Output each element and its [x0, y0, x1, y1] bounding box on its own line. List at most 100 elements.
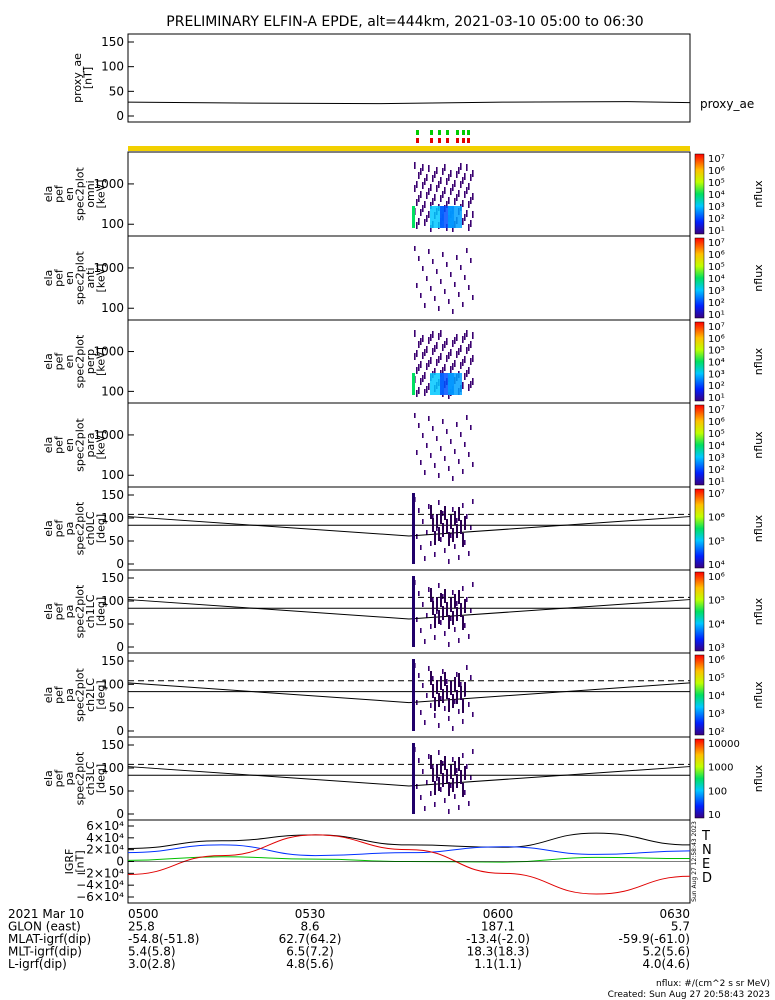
y-tick-label: 1000 [93, 345, 124, 359]
panel-ylabel-line: IGRF [63, 849, 76, 875]
pitch-cell [454, 677, 456, 691]
spectrogram-cell [456, 422, 458, 427]
y-tick-label: 100 [101, 301, 124, 315]
panel-ylabel-line: pa [63, 772, 76, 786]
colorbar-label: nflux [752, 264, 765, 292]
loss-cone-line [127, 766, 691, 787]
spectrogram-cell [418, 364, 420, 371]
spectrogram-cell [438, 473, 440, 478]
panel-ylabel-line: spec2plot [73, 334, 86, 388]
spectrogram-cell [450, 533, 452, 538]
spectrogram-cell [434, 802, 436, 807]
y-tick-label: 0 [116, 109, 124, 123]
spectrogram-cell [466, 187, 468, 194]
pitch-cell [456, 524, 458, 538]
panel-ylabel-line: spec2plot [73, 167, 86, 221]
pitch-cell [442, 606, 444, 620]
panel-ylabel-line: ela [42, 603, 55, 620]
spectrogram-cell [426, 693, 428, 698]
spectrogram-cell [434, 194, 436, 201]
spectrogram-cell [452, 309, 454, 314]
spectrogram-cell [472, 749, 474, 754]
footer-value: 0500 [128, 907, 159, 921]
spectrogram-cell [444, 631, 446, 636]
spectrogram-cell [422, 375, 424, 382]
panel-frame [127, 736, 691, 821]
pitch-cell [452, 611, 454, 625]
spectrogram-cell [454, 699, 456, 704]
panel-frame [127, 569, 691, 654]
pitch-cell [436, 680, 438, 694]
colorbar [694, 738, 705, 819]
igrf-series-T [127, 832, 691, 849]
spectrogram-cell [416, 784, 418, 789]
panel-ylabel-line: proxy_ae [71, 53, 84, 103]
spectrogram-cell [438, 333, 440, 340]
spectrogram-cell [450, 616, 452, 621]
spectrogram-cell [444, 548, 446, 553]
spectrogram-cell [422, 352, 424, 359]
spectrogram-cell [442, 344, 444, 351]
spectrogram-cell [464, 333, 466, 340]
pitch-cell [448, 615, 450, 629]
panel-9: IGRF[nT] 6×10⁴4×10⁴2×10⁴0−2×10⁴−4×10⁴−6×1… [63, 819, 712, 904]
spectrogram-cell [426, 386, 428, 393]
spectrogram-cell [442, 419, 444, 424]
pitch-cell [444, 589, 446, 603]
spectrogram-cell [470, 174, 472, 181]
pitch-cell [452, 778, 454, 792]
colorbar-tick-label: 10² [708, 727, 725, 738]
pitch-cell [432, 518, 434, 532]
spectrogram-cell [424, 556, 426, 561]
y-tick-label: 0 [116, 855, 124, 869]
spectrogram-cell [448, 197, 450, 204]
spectrogram-cell [460, 362, 462, 369]
colorbar-label: nflux [752, 180, 765, 208]
colorbar-tick-label: 10² [708, 214, 725, 225]
footer-value: 1.1(1.1) [474, 957, 522, 971]
spectrogram-cell [426, 174, 428, 181]
loss-cone-line [127, 599, 691, 620]
colorbar [694, 654, 705, 736]
spectrogram-cell [466, 210, 468, 217]
spectrogram-cell [446, 429, 448, 434]
panel-ylabel-line: spec2plot [73, 751, 86, 805]
colorbar-tick-label: 10⁵ [708, 346, 725, 357]
spectrogram-cell [424, 349, 426, 356]
pitch-cell [444, 506, 446, 520]
pitch-cell [460, 770, 462, 784]
spectrogram-cell [468, 344, 470, 351]
footer-value: 18.3(18.3) [467, 945, 530, 959]
spectrogram-cell [454, 449, 456, 454]
y-tick-label: 0 [116, 557, 124, 571]
panel-ylabel-line: [deg] [94, 597, 107, 626]
panel-ylabel-line: en [63, 438, 76, 452]
spectrogram-cell [428, 587, 430, 592]
spectrogram-cell [454, 282, 456, 287]
spectrogram-cell [464, 442, 466, 447]
spectrogram-cell [450, 349, 452, 356]
igrf-legend-D: D [702, 871, 712, 886]
pitch-cell [458, 507, 460, 521]
spectrogram-cell [432, 515, 434, 520]
pitch-cell [436, 514, 438, 528]
y-tick-label: 50 [109, 84, 124, 98]
spectrogram-cell [470, 220, 472, 227]
pitch-cell [456, 690, 458, 704]
spectrogram-cell [452, 363, 454, 370]
spectrogram-cell [424, 303, 426, 308]
panel-ylabel-line: spec2plot [73, 584, 86, 638]
spectrogram-cell [456, 672, 458, 677]
spectrogram-cell [432, 765, 434, 770]
orbit-marker-green [430, 130, 433, 135]
colorbar-tick-label: 10¹ [708, 477, 725, 488]
spectrogram-cell [442, 191, 444, 198]
spectrogram-cell [418, 195, 420, 202]
spectrogram-cell [436, 436, 438, 441]
spectrogram-cell [468, 367, 470, 374]
spectrogram-cell [456, 255, 458, 260]
colorbar-tick-label: 10¹ [708, 393, 725, 404]
spectrogram-cell [422, 335, 424, 342]
footer-value: 5.2(5.6) [642, 945, 690, 959]
